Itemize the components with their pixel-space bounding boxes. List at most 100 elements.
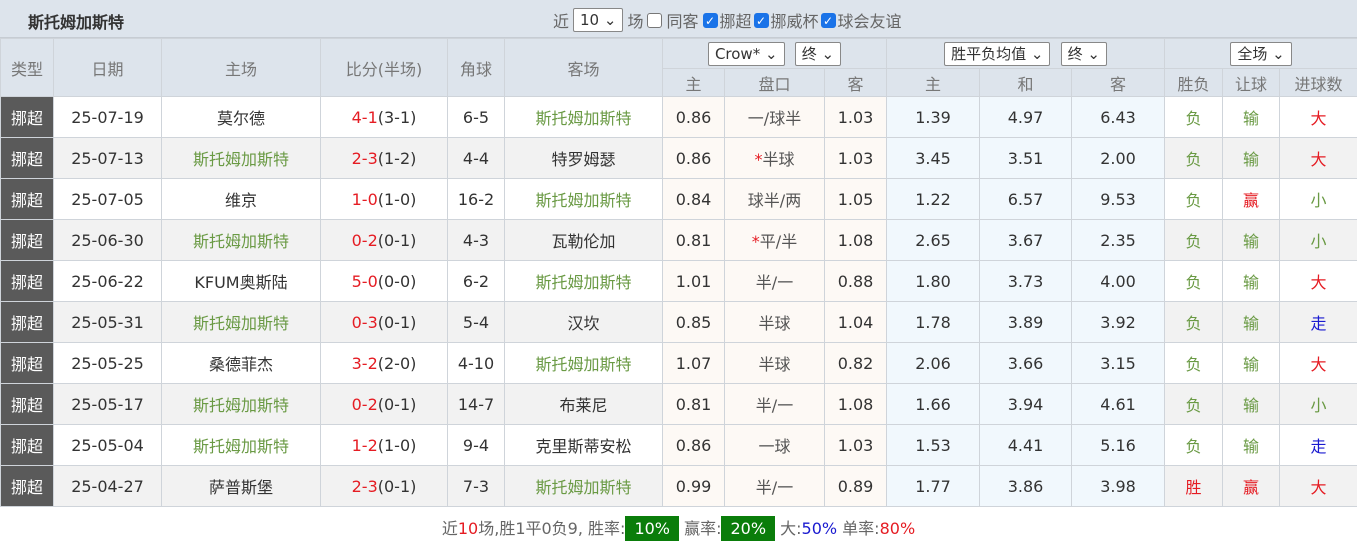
home-team[interactable]: 莫尔德 bbox=[161, 96, 321, 138]
handicap-home: 0.99 bbox=[662, 465, 725, 507]
league-type[interactable]: 挪超 bbox=[0, 301, 54, 343]
league-type[interactable]: 挪超 bbox=[0, 178, 54, 220]
away-team[interactable]: 斯托姆加斯特 bbox=[504, 96, 663, 138]
away-team[interactable]: 斯托姆加斯特 bbox=[504, 342, 663, 384]
score[interactable]: 2-3(1-2) bbox=[320, 137, 448, 179]
odds-draw: 3.89 bbox=[979, 301, 1073, 343]
table-row[interactable]: 挪超 25-05-17 斯托姆加斯特 0-2(0-1) 14-7 布莱尼 0.8… bbox=[0, 383, 1357, 425]
match-date: 25-06-30 bbox=[53, 219, 162, 261]
handicap-home: 1.01 bbox=[662, 260, 725, 302]
odds-time-select[interactable]: 终 ⌄ bbox=[1060, 41, 1107, 66]
away-team[interactable]: 克里斯蒂安松 bbox=[504, 424, 663, 466]
odds-away: 5.16 bbox=[1071, 424, 1166, 466]
odds-draw: 3.94 bbox=[979, 383, 1073, 425]
handicap-home: 0.84 bbox=[662, 178, 725, 220]
score[interactable]: 0-3(0-1) bbox=[320, 301, 448, 343]
league-label: 挪威杯 bbox=[770, 12, 819, 31]
handicap-group: Crow* ⌄ 终 ⌄ bbox=[661, 38, 888, 69]
away-team[interactable]: 斯托姆加斯特 bbox=[504, 178, 663, 220]
league-label: 挪超 bbox=[719, 12, 752, 31]
home-team[interactable]: 维京 bbox=[161, 178, 321, 220]
table-row[interactable]: 挪超 25-07-05 维京 1-0(1-0) 16-2 斯托姆加斯特 0.84… bbox=[0, 178, 1357, 220]
result-group: 全场 ⌄ bbox=[1164, 38, 1357, 69]
score[interactable]: 1-2(1-0) bbox=[320, 424, 448, 466]
period-select[interactable]: 全场 ⌄ bbox=[1230, 41, 1292, 66]
away-team[interactable]: 特罗姆瑟 bbox=[504, 137, 663, 179]
table-row[interactable]: 挪超 25-05-04 斯托姆加斯特 1-2(1-0) 9-4 克里斯蒂安松 0… bbox=[0, 424, 1357, 466]
handicap-line: *半球 bbox=[724, 137, 825, 179]
home-team[interactable]: 斯托姆加斯特 bbox=[161, 137, 321, 179]
odds-away: 2.00 bbox=[1071, 137, 1166, 179]
same-away-checkbox[interactable] bbox=[647, 12, 663, 28]
recent-count-select[interactable]: 10 ⌄ bbox=[573, 8, 624, 32]
handicap-line: 半/一 bbox=[724, 383, 825, 425]
handicap-line: 半球 bbox=[724, 301, 825, 343]
handicap-away: 1.08 bbox=[823, 383, 888, 425]
corners: 4-3 bbox=[447, 219, 505, 261]
corners: 4-10 bbox=[447, 342, 505, 384]
league-type[interactable]: 挪超 bbox=[0, 342, 54, 384]
score[interactable]: 4-1(3-1) bbox=[320, 96, 448, 138]
subcol: 胜负 bbox=[1164, 68, 1224, 97]
handicap-line: 半/一 bbox=[724, 260, 825, 302]
league-checkbox[interactable]: ✓ bbox=[820, 12, 836, 28]
home-team[interactable]: KFUM奥斯陆 bbox=[161, 260, 321, 302]
result-wl: 胜 bbox=[1164, 465, 1224, 507]
col-type: 类型 bbox=[0, 38, 54, 97]
handicap-line: 半球 bbox=[724, 342, 825, 384]
league-checkbox[interactable]: ✓ bbox=[702, 12, 718, 28]
table-row[interactable]: 挪超 25-05-25 桑德菲杰 3-2(2-0) 4-10 斯托姆加斯特 1.… bbox=[0, 342, 1357, 384]
corners: 9-4 bbox=[447, 424, 505, 466]
odds-select[interactable]: 胜平负均值 ⌄ bbox=[944, 41, 1051, 66]
league-type[interactable]: 挪超 bbox=[0, 96, 54, 138]
away-team[interactable]: 布莱尼 bbox=[504, 383, 663, 425]
league-checkbox[interactable]: ✓ bbox=[753, 12, 769, 28]
table-row[interactable]: 挪超 25-06-30 斯托姆加斯特 0-2(0-1) 4-3 瓦勒伦加 0.8… bbox=[0, 219, 1357, 261]
match-table: 类型 日期 主场 比分(半场) 角球 客场 Crow* ⌄ 终 ⌄ 胜平负均值 … bbox=[0, 38, 1357, 507]
table-row[interactable]: 挪超 25-06-22 KFUM奥斯陆 5-0(0-0) 6-2 斯托姆加斯特 … bbox=[0, 260, 1357, 302]
score[interactable]: 0-2(0-1) bbox=[320, 219, 448, 261]
home-team[interactable]: 斯托姆加斯特 bbox=[161, 301, 321, 343]
corners: 6-5 bbox=[447, 96, 505, 138]
away-team[interactable]: 斯托姆加斯特 bbox=[504, 465, 663, 507]
result-handicap: 输 bbox=[1222, 383, 1281, 425]
league-type[interactable]: 挪超 bbox=[0, 424, 54, 466]
score[interactable]: 1-0(1-0) bbox=[320, 178, 448, 220]
table-row[interactable]: 挪超 25-07-13 斯托姆加斯特 2-3(1-2) 4-4 特罗姆瑟 0.8… bbox=[0, 137, 1357, 179]
handicap-time-select[interactable]: 终 ⌄ bbox=[794, 41, 842, 66]
result-wl: 负 bbox=[1164, 424, 1224, 466]
odds-home: 1.66 bbox=[886, 383, 981, 425]
home-team[interactable]: 斯托姆加斯特 bbox=[161, 383, 321, 425]
odds-home: 1.39 bbox=[886, 96, 981, 138]
company-select[interactable]: Crow* ⌄ bbox=[707, 41, 785, 66]
league-type[interactable]: 挪超 bbox=[0, 137, 54, 179]
result-goals: 大 bbox=[1279, 137, 1357, 179]
handicap-away: 1.03 bbox=[823, 96, 888, 138]
odds-draw: 3.86 bbox=[979, 465, 1073, 507]
league-type[interactable]: 挪超 bbox=[0, 260, 54, 302]
handicap-home: 0.85 bbox=[662, 301, 725, 343]
league-type[interactable]: 挪超 bbox=[0, 465, 54, 507]
league-type[interactable]: 挪超 bbox=[0, 219, 54, 261]
result-handicap: 赢 bbox=[1222, 178, 1281, 220]
away-team[interactable]: 斯托姆加斯特 bbox=[504, 260, 663, 302]
home-team[interactable]: 斯托姆加斯特 bbox=[161, 219, 321, 261]
table-row[interactable]: 挪超 25-05-31 斯托姆加斯特 0-3(0-1) 5-4 汉坎 0.85 … bbox=[0, 301, 1357, 343]
home-team[interactable]: 萨普斯堡 bbox=[161, 465, 321, 507]
score[interactable]: 0-2(0-1) bbox=[320, 383, 448, 425]
odds-draw: 6.57 bbox=[979, 178, 1073, 220]
result-handicap: 输 bbox=[1222, 137, 1281, 179]
league-type[interactable]: 挪超 bbox=[0, 383, 54, 425]
score[interactable]: 3-2(2-0) bbox=[320, 342, 448, 384]
result-goals: 小 bbox=[1279, 383, 1357, 425]
table-row[interactable]: 挪超 25-04-27 萨普斯堡 2-3(0-1) 7-3 斯托姆加斯特 0.9… bbox=[0, 465, 1357, 507]
home-team[interactable]: 斯托姆加斯特 bbox=[161, 424, 321, 466]
home-team[interactable]: 桑德菲杰 bbox=[161, 342, 321, 384]
score[interactable]: 5-0(0-0) bbox=[320, 260, 448, 302]
away-team[interactable]: 瓦勒伦加 bbox=[504, 219, 663, 261]
away-team[interactable]: 汉坎 bbox=[504, 301, 663, 343]
table-row[interactable]: 挪超 25-07-19 莫尔德 4-1(3-1) 6-5 斯托姆加斯特 0.86… bbox=[0, 96, 1357, 138]
odds-away: 3.98 bbox=[1071, 465, 1166, 507]
score[interactable]: 2-3(0-1) bbox=[320, 465, 448, 507]
result-handicap: 赢 bbox=[1222, 465, 1281, 507]
